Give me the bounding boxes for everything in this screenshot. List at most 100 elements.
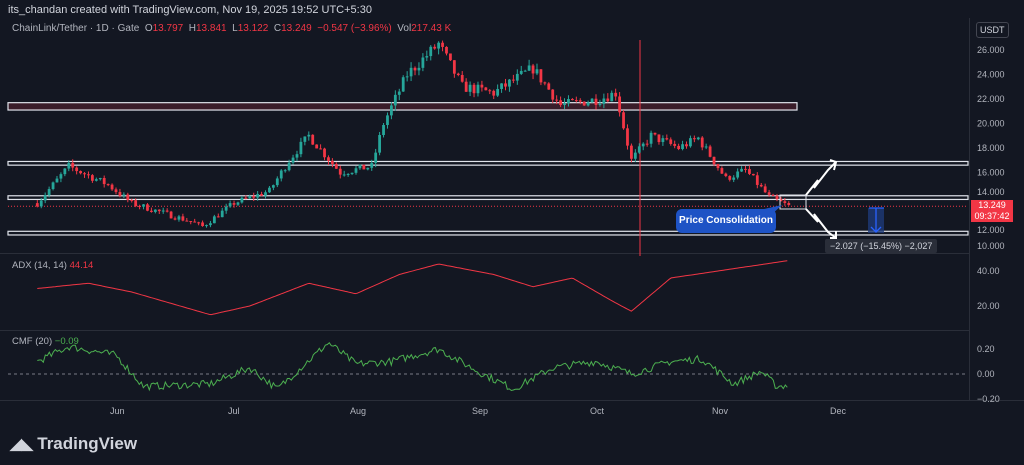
time-tick: Jul: [228, 406, 240, 416]
candle-body: [209, 223, 212, 226]
price-tick: 18.000: [977, 143, 1005, 153]
candle-body: [295, 154, 299, 158]
symbol[interactable]: ChainLink/Tether · 1D · Gate: [12, 23, 140, 34]
candle-body: [653, 132, 657, 135]
candle-body: [153, 209, 157, 212]
candle-body: [598, 103, 602, 105]
candle-body: [181, 216, 185, 221]
currency-button[interactable]: USDT: [976, 22, 1009, 38]
candle-body: [594, 98, 598, 105]
candle-body: [704, 146, 708, 148]
candle-body: [252, 196, 256, 198]
candle-body: [386, 115, 389, 125]
candle-body: [126, 194, 130, 200]
candle-body: [130, 199, 134, 201]
candle-body: [106, 184, 110, 186]
measure-label: −2.027 (−15.45%) −2,027: [825, 239, 938, 253]
candle-body: [468, 84, 472, 92]
cmf-line: [37, 341, 788, 392]
ohlc-legend: ChainLink/Tether · 1D · Gate O13.797 H13…: [12, 23, 452, 34]
candle-body: [570, 99, 574, 101]
candle-body: [260, 194, 263, 196]
candle-body: [610, 92, 614, 102]
candle-body: [291, 157, 295, 163]
candle-body: [523, 70, 527, 72]
candle-body: [543, 82, 547, 84]
candle-body: [563, 103, 566, 106]
adx-legend: ADX (14, 14) 44.14: [12, 260, 94, 271]
price-tick: 14.000: [977, 187, 1005, 197]
candle-body: [327, 157, 330, 161]
candle-body: [193, 221, 197, 223]
candle-body: [75, 167, 79, 172]
candle-body: [775, 195, 779, 200]
candle-body: [421, 57, 425, 68]
candle-body: [712, 156, 716, 165]
candle-body: [228, 203, 232, 207]
candle-body: [283, 170, 287, 172]
candle-body: [602, 98, 606, 104]
candle-body: [720, 168, 724, 174]
candle-body: [236, 202, 240, 205]
candle-body: [449, 53, 452, 61]
candle-body: [55, 178, 59, 183]
candle-body: [319, 148, 322, 150]
time-tick: Dec: [830, 406, 847, 416]
price-consolidation-callout[interactable]: Price Consolidation: [676, 209, 776, 233]
candle-body: [744, 168, 747, 170]
candle-body: [307, 134, 311, 137]
candle-body: [197, 222, 201, 224]
candle-body: [578, 100, 582, 102]
candle-body: [622, 112, 625, 129]
candle-body: [114, 189, 118, 193]
adx-tick: 40.00: [977, 266, 1000, 276]
price-tick: 22.000: [977, 94, 1005, 104]
candle-body: [519, 70, 523, 74]
open-value: 13.797: [152, 23, 184, 34]
candle-body: [303, 136, 307, 142]
candle-body: [110, 184, 114, 190]
candle-body: [488, 90, 492, 92]
tradingview-logo[interactable]: ◢◣ TradingView: [10, 434, 138, 453]
last-price-label: 13.249 09:37:42: [971, 200, 1013, 222]
price-tick: 10.000: [977, 241, 1005, 251]
support-resistance-zone: [7, 160, 969, 166]
candle-body: [248, 196, 252, 199]
candle-body: [452, 60, 456, 74]
close-value: 13.249: [281, 23, 312, 34]
candle-body: [535, 69, 539, 74]
candle-body: [338, 168, 342, 175]
candle-body: [692, 138, 696, 140]
candle-body: [79, 171, 82, 174]
candle-body: [83, 173, 86, 175]
candle-body: [547, 83, 551, 90]
candle-body: [287, 162, 291, 171]
candle-body: [736, 171, 740, 178]
candle-body: [445, 46, 448, 54]
candle-body: [637, 146, 641, 153]
pane-divider: [0, 400, 1024, 401]
candle-body: [232, 203, 236, 205]
candle-body: [504, 83, 507, 87]
candle-body: [484, 87, 488, 91]
candle-body: [374, 152, 378, 163]
candle-body: [87, 174, 90, 176]
candle-body: [476, 84, 480, 94]
candle-body: [657, 134, 661, 143]
candle-body: [669, 139, 673, 144]
candle-body: [728, 176, 732, 180]
candle-body: [665, 138, 669, 140]
candle-body: [224, 206, 228, 211]
candle-body: [681, 144, 684, 150]
high-value: 13.841: [196, 23, 227, 34]
candle-body: [409, 67, 413, 77]
candle-body: [311, 134, 315, 145]
candle-body: [630, 145, 633, 159]
candle-body: [142, 204, 145, 207]
candle-body: [334, 163, 338, 169]
candle-body: [508, 79, 511, 87]
candle-body: [460, 75, 464, 82]
candle-body: [700, 137, 704, 148]
candle-body: [748, 169, 751, 174]
